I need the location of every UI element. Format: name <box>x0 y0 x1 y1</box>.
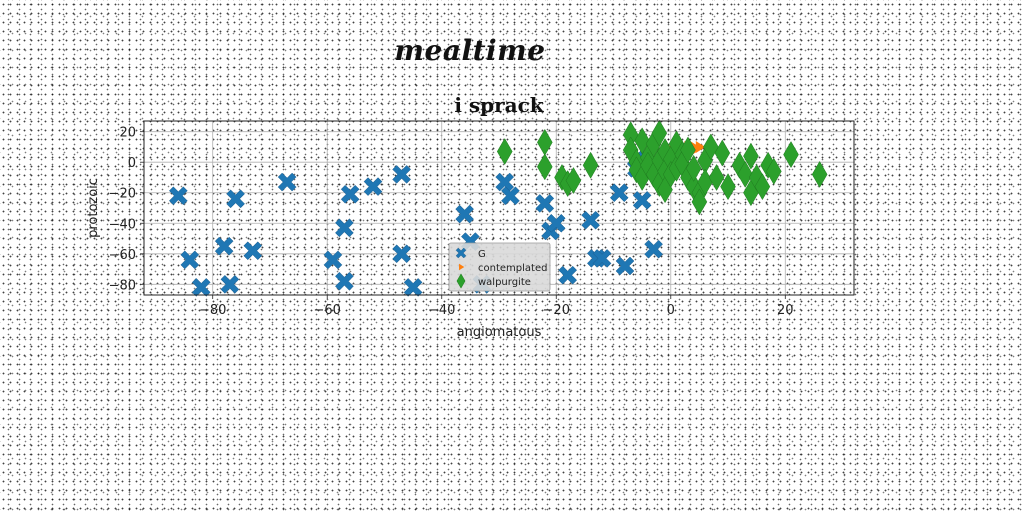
y-tick-label: −40 <box>109 217 136 232</box>
legend-marker <box>456 273 466 289</box>
legend-label: G <box>478 249 486 260</box>
data-point-g <box>191 278 211 297</box>
data-point-walpurgite <box>565 167 582 195</box>
x-tick-label: −40 <box>428 303 455 318</box>
data-point-walpurgite <box>537 128 553 156</box>
y-tick-label: 20 <box>119 126 136 141</box>
data-point-walpurgite <box>811 160 828 188</box>
x-tick-label: −20 <box>543 303 570 318</box>
data-point-walpurgite <box>691 188 708 216</box>
data-point-g <box>220 274 240 294</box>
data-point-walpurgite <box>720 173 736 201</box>
data-point-g <box>277 172 297 192</box>
data-point-walpurgite <box>783 141 799 169</box>
data-point-g <box>581 210 600 230</box>
y-axis-label: protozoic <box>86 178 101 238</box>
data-point-g <box>609 183 629 203</box>
legend-label: contemplated <box>478 263 547 274</box>
data-point-walpurgite <box>714 139 731 167</box>
data-point-g <box>180 250 200 270</box>
y-tick-label: −20 <box>109 187 136 202</box>
data-point-g <box>403 278 423 297</box>
data-point-walpurgite <box>703 133 719 161</box>
data-point-g <box>455 204 474 224</box>
data-point-walpurgite <box>680 136 696 164</box>
data-point-g <box>335 218 354 238</box>
legend-box <box>448 242 551 292</box>
y-tick-label: −80 <box>109 278 136 293</box>
data-point-g <box>340 184 360 204</box>
legend-marker <box>455 247 467 259</box>
data-point-g <box>615 256 635 276</box>
data-point-walpurgite <box>537 153 553 181</box>
data-point-walpurgite <box>743 142 759 170</box>
y-tick-label: −60 <box>109 248 136 263</box>
plot-frame <box>143 120 855 296</box>
data-point-walpurgite <box>754 173 771 201</box>
x-tick-label: −60 <box>314 303 341 318</box>
legend-label: walpurgite <box>478 277 531 288</box>
legend-marker <box>459 263 465 271</box>
data-point-walpurgite <box>685 154 702 182</box>
chart-title: i sprack <box>454 93 544 117</box>
x-axis-label: angiomatous <box>457 325 542 340</box>
y-tick-label: 0 <box>128 156 136 171</box>
data-point-g <box>535 194 555 213</box>
page-title: mealtime <box>394 34 546 67</box>
data-point-walpurgite <box>496 138 513 166</box>
data-point-g <box>592 249 612 268</box>
data-points <box>169 119 828 297</box>
data-point-walpurgite <box>766 157 782 185</box>
axis-ticks: −80 −60 −40 −20 0 20 20 0 −20 −40 −60 −80 <box>109 126 794 318</box>
x-tick-label: 0 <box>667 303 675 318</box>
data-point-walpurgite <box>634 127 650 155</box>
x-tick-label: 20 <box>777 303 794 318</box>
data-point-g <box>226 189 245 209</box>
data-point-g <box>392 165 412 184</box>
data-point-walpurgite <box>651 119 668 147</box>
data-point-walpurgite <box>708 163 725 191</box>
data-point-g <box>323 250 343 270</box>
data-point-g <box>392 244 412 264</box>
data-point-g <box>363 177 383 196</box>
data-point-g <box>169 186 188 206</box>
data-point-g <box>644 239 663 259</box>
data-point-g <box>501 186 520 206</box>
data-point-g <box>243 241 263 261</box>
data-point-g <box>632 191 652 210</box>
data-point-walpurgite <box>582 151 599 179</box>
data-point-g <box>335 271 354 291</box>
data-point-g <box>558 265 578 285</box>
x-tick-label: −80 <box>199 303 226 318</box>
data-point-g <box>546 213 566 233</box>
data-point-g <box>214 236 234 256</box>
data-point-walpurgite <box>737 160 753 188</box>
